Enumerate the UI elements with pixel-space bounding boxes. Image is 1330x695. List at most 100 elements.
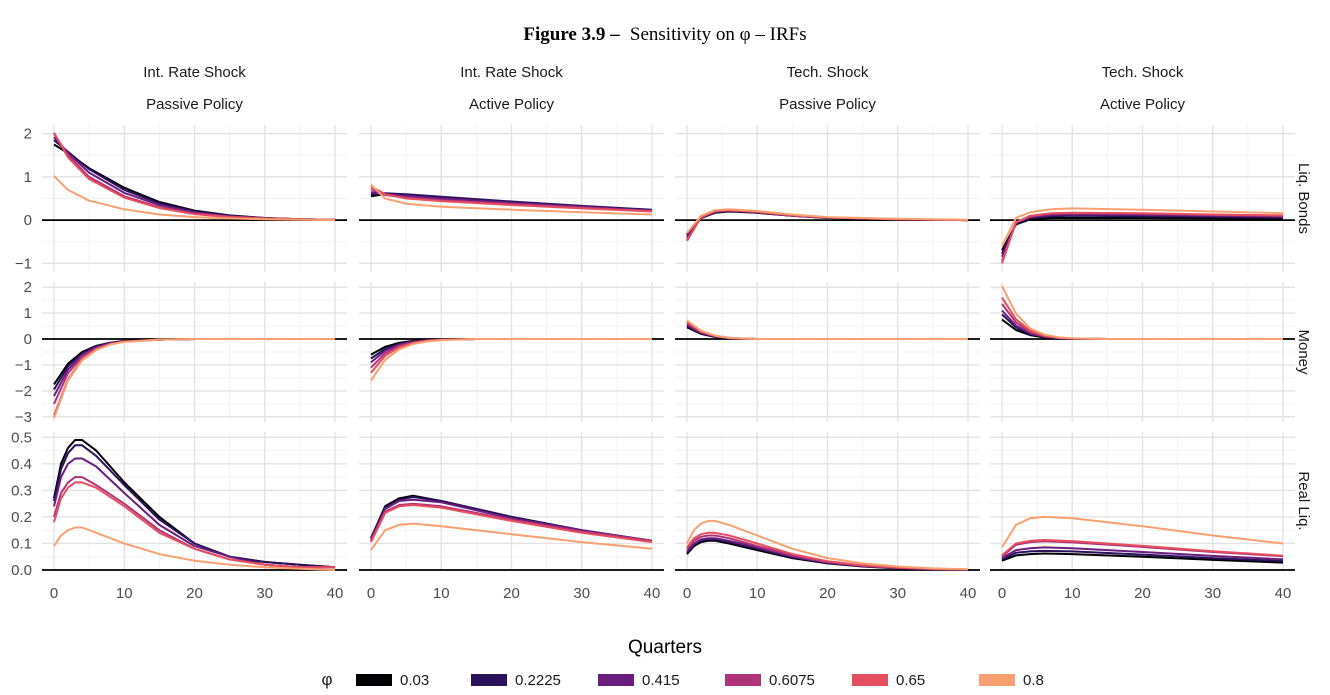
series-line-0-65 bbox=[53, 481, 335, 569]
legend-label: 0.6075 bbox=[769, 672, 815, 689]
legend-label: 0.8 bbox=[1023, 672, 1044, 689]
series-line-0-8 bbox=[370, 183, 653, 216]
figure-title: Figure 3.9 – Sensitivity on φ – IRFs bbox=[523, 24, 806, 45]
facet-panel bbox=[359, 432, 664, 571]
series-line-0-2225 bbox=[53, 444, 336, 569]
strip-label-policy: Active Policy bbox=[1100, 96, 1186, 113]
legend-label: 0.65 bbox=[896, 672, 925, 689]
facet-panel bbox=[990, 125, 1295, 272]
series-line-0-8 bbox=[370, 338, 652, 382]
facet-panel bbox=[42, 432, 347, 571]
y-tick-label: 0 bbox=[24, 331, 32, 348]
x-tick-label: 20 bbox=[1134, 585, 1151, 602]
y-tick-label: 0.4 bbox=[11, 456, 32, 473]
x-tick-label: 30 bbox=[1204, 585, 1221, 602]
facet-panel bbox=[42, 125, 347, 272]
y-tick-label: −2 bbox=[15, 383, 32, 400]
x-tick-label: 0 bbox=[367, 585, 375, 602]
y-tick-label: 1 bbox=[24, 169, 32, 186]
facet-panel bbox=[359, 125, 664, 272]
legend-swatch bbox=[725, 674, 761, 686]
y-tick-label: −1 bbox=[15, 255, 32, 272]
x-tick-label: 0 bbox=[683, 585, 691, 602]
figure-title-prefix: Figure 3.9 – bbox=[523, 24, 620, 45]
series-line-0-8 bbox=[1001, 207, 1284, 247]
legend-title: φ bbox=[321, 670, 332, 689]
strip-label-shock: Int. Rate Shock bbox=[460, 64, 563, 81]
y-tick-label: 0.1 bbox=[11, 535, 32, 552]
facet-panel bbox=[990, 282, 1295, 422]
series-line-0-8 bbox=[686, 208, 969, 234]
legend-swatch bbox=[598, 674, 634, 686]
x-tick-label: 20 bbox=[503, 585, 520, 602]
series-line-0-65 bbox=[686, 531, 969, 571]
series-line-0-8 bbox=[370, 522, 653, 551]
y-tick-label: 2 bbox=[24, 126, 32, 143]
legend-swatch bbox=[979, 674, 1015, 686]
series-line-0-8 bbox=[53, 526, 336, 571]
x-tick-label: 0 bbox=[998, 585, 1006, 602]
series-line-0-65 bbox=[370, 504, 653, 544]
facet-panel bbox=[675, 125, 980, 272]
x-tick-label: 10 bbox=[749, 585, 766, 602]
figure-title-text: Sensitivity on φ – IRFs bbox=[630, 24, 807, 45]
y-tick-label: 2 bbox=[24, 279, 32, 296]
y-tick-label: −1 bbox=[15, 357, 32, 374]
legend-swatch bbox=[356, 674, 392, 686]
row-strip-label: Real Liq. bbox=[1295, 471, 1312, 530]
legend-label: 0.03 bbox=[400, 672, 429, 689]
y-tick-label: 0.2 bbox=[11, 509, 32, 526]
series-line-0-2225 bbox=[1001, 549, 1284, 562]
facet-panel bbox=[990, 432, 1295, 571]
series-line-0-415 bbox=[1001, 546, 1284, 561]
y-tick-label: 0.3 bbox=[11, 482, 32, 499]
series-line-0-65 bbox=[370, 185, 653, 213]
x-tick-label: 20 bbox=[819, 585, 836, 602]
y-tick-label: 0.5 bbox=[11, 429, 32, 446]
x-tick-label: 10 bbox=[433, 585, 450, 602]
x-tick-label: 20 bbox=[186, 585, 203, 602]
series-line-0-6075 bbox=[370, 502, 653, 542]
x-tick-label: 30 bbox=[573, 585, 590, 602]
x-tick-label: 30 bbox=[889, 585, 906, 602]
legend-swatch bbox=[852, 674, 888, 686]
x-tick-label: 0 bbox=[50, 585, 58, 602]
x-tick-label: 10 bbox=[116, 585, 133, 602]
series-line-0-8 bbox=[53, 338, 335, 419]
series-line-0-8 bbox=[1001, 285, 1283, 340]
series-line-0-65 bbox=[1001, 211, 1284, 264]
x-tick-label: 40 bbox=[644, 585, 661, 602]
series-line-0-8 bbox=[686, 519, 969, 571]
y-tick-label: 0 bbox=[24, 212, 32, 229]
facet-grid: Int. Rate Shock Passive Policy Int. Rate S… bbox=[11, 64, 1312, 602]
series-line-0-03 bbox=[1001, 552, 1284, 564]
facet-panel bbox=[675, 282, 980, 422]
x-tick-label: 40 bbox=[1275, 585, 1292, 602]
strip-label-policy: Passive Policy bbox=[779, 96, 876, 113]
x-tick-label: 40 bbox=[327, 585, 344, 602]
legend-swatch bbox=[471, 674, 507, 686]
x-tick-label: 40 bbox=[960, 585, 977, 602]
legend-label: 0.2225 bbox=[515, 672, 561, 689]
y-tick-label: −3 bbox=[15, 409, 32, 426]
row-strip-label: Liq. Bonds bbox=[1295, 163, 1312, 234]
facet-panel bbox=[359, 282, 664, 422]
strip-label-shock: Int. Rate Shock bbox=[143, 64, 246, 81]
facet-panel bbox=[675, 432, 980, 571]
y-tick-label: 0.0 bbox=[11, 562, 32, 579]
series-line-0-415 bbox=[370, 498, 653, 542]
legend-label: 0.415 bbox=[642, 672, 680, 689]
x-axis-label: Quarters bbox=[628, 637, 702, 658]
strip-label-shock: Tech. Shock bbox=[787, 64, 869, 81]
x-tick-label: 30 bbox=[256, 585, 273, 602]
strip-label-policy: Active Policy bbox=[469, 96, 555, 113]
y-tick-label: 1 bbox=[24, 305, 32, 322]
row-strip-label: Money bbox=[1295, 329, 1312, 375]
strip-label-policy: Passive Policy bbox=[146, 96, 243, 113]
facet-panel bbox=[42, 282, 347, 422]
series-line-0-8 bbox=[686, 319, 968, 340]
series-line-0-8 bbox=[1001, 515, 1284, 548]
legend: φ 0.03 0.2225 0.415 0.6075 0.65 0.8 bbox=[321, 670, 1043, 689]
series-line-0-65 bbox=[1001, 539, 1284, 557]
